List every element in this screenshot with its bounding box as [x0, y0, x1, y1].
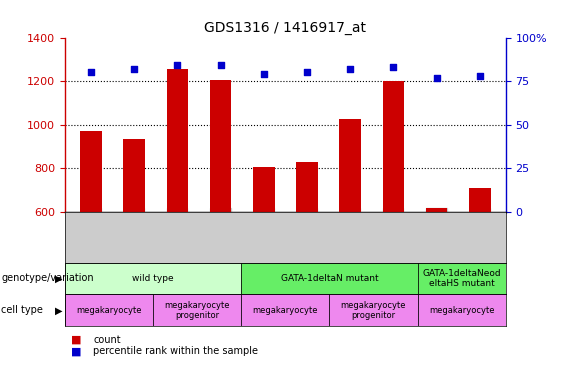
Bar	[340, 119, 361, 212]
Text: GATA-1deltaN mutant: GATA-1deltaN mutant	[281, 274, 378, 283]
Point	[86, 69, 95, 75]
Text: GATA-1deltaNeod
eltaHS mutant: GATA-1deltaNeod eltaHS mutant	[422, 269, 501, 288]
Point	[216, 62, 225, 68]
Text: megakaryocyte: megakaryocyte	[429, 306, 494, 315]
Bar	[253, 167, 275, 212]
Bar	[167, 69, 188, 212]
Text: ■: ■	[71, 335, 81, 345]
Bar	[80, 131, 102, 212]
Text: ▶: ▶	[55, 305, 63, 315]
Point	[129, 66, 138, 72]
Text: cell type: cell type	[1, 305, 43, 315]
Bar	[210, 80, 231, 212]
Text: percentile rank within the sample: percentile rank within the sample	[93, 346, 258, 356]
Point	[259, 71, 268, 77]
Bar	[418, 294, 506, 326]
Bar	[469, 188, 490, 212]
Bar	[65, 262, 241, 294]
Text: ▶: ▶	[55, 273, 63, 284]
Point	[389, 64, 398, 70]
Bar	[426, 207, 447, 212]
Point	[173, 62, 182, 68]
Text: ■: ■	[71, 346, 81, 356]
Bar	[329, 294, 418, 326]
Title: GDS1316 / 1416917_at: GDS1316 / 1416917_at	[205, 21, 366, 35]
Text: megakaryocyte
progenitor: megakaryocyte progenitor	[341, 301, 406, 320]
Bar	[241, 294, 329, 326]
Text: megakaryocyte
progenitor: megakaryocyte progenitor	[164, 301, 230, 320]
Bar	[123, 139, 145, 212]
Point	[432, 75, 441, 81]
Text: wild type: wild type	[132, 274, 174, 283]
Text: megakaryocyte: megakaryocyte	[76, 306, 142, 315]
Point	[346, 66, 355, 72]
Text: count: count	[93, 335, 121, 345]
Bar	[153, 294, 241, 326]
Text: genotype/variation: genotype/variation	[1, 273, 94, 284]
Bar	[418, 262, 506, 294]
Bar	[65, 294, 153, 326]
Bar	[296, 162, 318, 212]
Point	[302, 69, 311, 75]
Bar	[383, 81, 404, 212]
Text: megakaryocyte: megakaryocyte	[253, 306, 318, 315]
Point	[475, 73, 484, 79]
Bar	[241, 262, 418, 294]
